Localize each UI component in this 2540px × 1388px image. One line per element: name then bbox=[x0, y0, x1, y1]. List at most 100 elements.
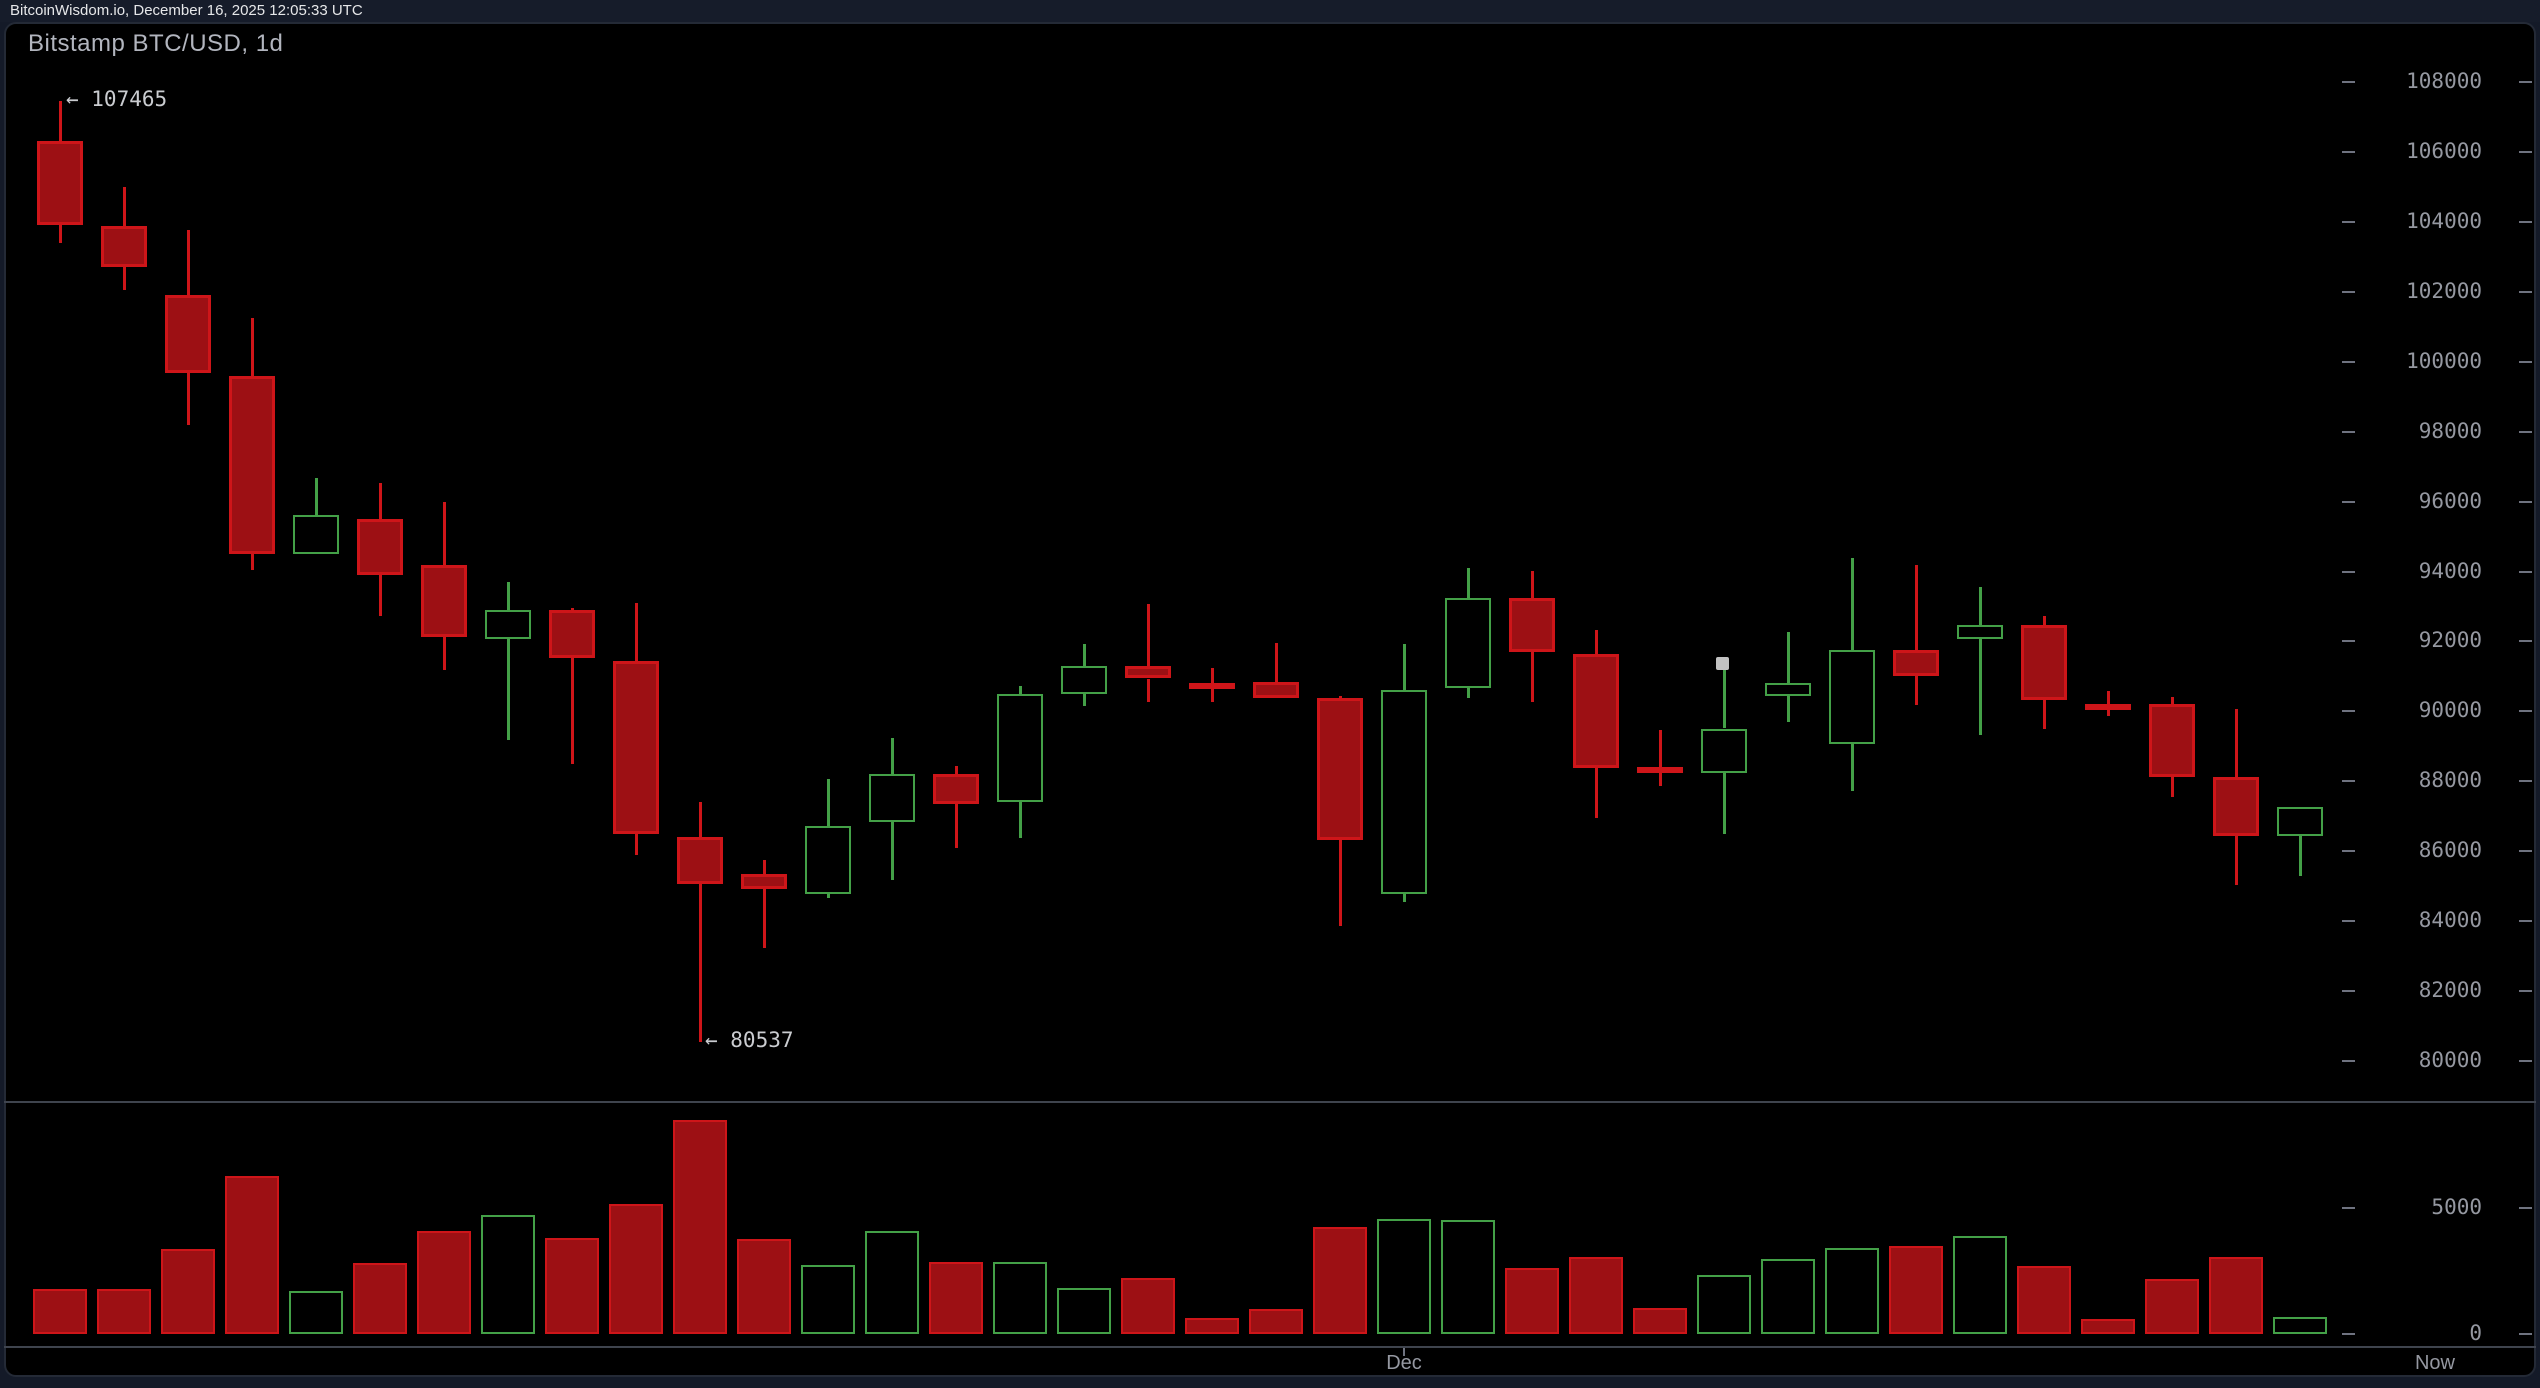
candle-body-bearish bbox=[1637, 767, 1683, 774]
candle-body-bearish bbox=[1509, 598, 1555, 653]
volume-bar-bearish bbox=[673, 1120, 727, 1334]
price-tick-label: 104000 bbox=[2406, 208, 2482, 233]
chart-title: Bitstamp BTC/USD, 1d bbox=[28, 30, 284, 57]
price-tick-label: 92000 bbox=[2418, 628, 2482, 653]
candle-lower-wick bbox=[890, 822, 894, 881]
candle-lower-wick bbox=[1530, 652, 1534, 703]
candle-lower-wick bbox=[1466, 688, 1470, 699]
price-tick-dash-right bbox=[2519, 1060, 2532, 1062]
candle-lower-wick bbox=[1978, 639, 1982, 735]
candle-upper-wick bbox=[954, 766, 958, 775]
candle-body-bearish bbox=[2021, 625, 2067, 700]
price-tick-dash-right bbox=[2519, 360, 2532, 363]
candle-lower-wick bbox=[378, 575, 382, 617]
price-tick-dash-right bbox=[2519, 640, 2532, 643]
volume-bar-bearish bbox=[545, 1238, 599, 1334]
volume-tick-dash-right bbox=[2519, 1333, 2532, 1335]
candle-upper-wick bbox=[442, 502, 446, 566]
candle-body-bearish bbox=[421, 565, 467, 638]
candle-upper-wick bbox=[1658, 730, 1662, 768]
candle-lower-wick bbox=[634, 834, 638, 856]
candle-upper-wick bbox=[250, 318, 254, 376]
volume-bar-bullish bbox=[1057, 1288, 1111, 1334]
candle-lower-wick bbox=[2234, 835, 2238, 885]
volume-bar-bearish bbox=[1313, 1227, 1367, 1334]
candle-body-bullish bbox=[1765, 683, 1811, 697]
price-tick-dash-left bbox=[2342, 990, 2355, 993]
candle-lower-wick bbox=[1786, 696, 1790, 723]
candle-upper-wick bbox=[2106, 691, 2110, 705]
candle-body-bearish bbox=[1125, 666, 1171, 679]
candle-lower-wick bbox=[186, 373, 190, 426]
candle-lower-wick bbox=[1594, 768, 1598, 819]
candle-body-bearish bbox=[165, 295, 211, 374]
candle-body-bearish bbox=[101, 226, 147, 268]
candle-upper-wick bbox=[1274, 642, 1278, 683]
candle-upper-wick bbox=[2042, 615, 2046, 625]
volume-bar-bearish bbox=[2145, 1279, 2199, 1334]
candle-upper-wick bbox=[186, 230, 190, 296]
candle-body-bearish bbox=[1573, 654, 1619, 769]
candle-body-bearish bbox=[229, 375, 275, 554]
price-tick-label: 84000 bbox=[2418, 908, 2482, 933]
price-tick-dash-left bbox=[2342, 780, 2355, 783]
price-tick-label: 100000 bbox=[2406, 348, 2482, 373]
price-tick-label: 90000 bbox=[2418, 698, 2482, 723]
volume-bar-bullish bbox=[1953, 1236, 2007, 1334]
candle-body-bullish bbox=[293, 515, 339, 555]
candle-upper-wick bbox=[122, 186, 126, 227]
volume-bar-bullish bbox=[289, 1291, 343, 1334]
candle-lower-wick bbox=[2298, 835, 2302, 876]
candle-upper-wick bbox=[1914, 564, 1918, 651]
price-tick-dash-right bbox=[2519, 500, 2532, 503]
volume-bar-bearish bbox=[353, 1262, 407, 1334]
volume-bar-bearish bbox=[33, 1289, 87, 1334]
price-tick-dash-left bbox=[2342, 430, 2355, 433]
price-tick-dash-left bbox=[2342, 150, 2355, 153]
candle-lower-wick bbox=[1402, 894, 1406, 903]
candle-lower-wick bbox=[2042, 699, 2046, 730]
candle-upper-wick bbox=[1018, 686, 1022, 695]
price-tick-dash-left bbox=[2342, 1060, 2355, 1062]
volume-tick-dash-right bbox=[2519, 1207, 2532, 1209]
volume-bar-bullish bbox=[1441, 1220, 1495, 1334]
candle-upper-wick bbox=[58, 100, 62, 142]
chart-panel[interactable] bbox=[4, 22, 2536, 1377]
volume-bar-bearish bbox=[1889, 1246, 1943, 1334]
candle-lower-wick bbox=[954, 804, 958, 849]
price-tick-dash-left bbox=[2342, 81, 2355, 83]
info-bar: BitcoinWisdom.io, December 16, 2025 12:0… bbox=[0, 0, 2540, 22]
candle-body-bullish bbox=[1829, 650, 1875, 745]
price-tick-dash-left bbox=[2342, 220, 2355, 223]
volume-bar-bullish bbox=[801, 1265, 855, 1334]
candle-lower-wick bbox=[1338, 840, 1342, 927]
volume-bar-bearish bbox=[929, 1262, 983, 1334]
price-tick-dash-left bbox=[2342, 360, 2355, 363]
price-tick-dash-right bbox=[2519, 290, 2532, 293]
candle-body-bearish bbox=[1317, 698, 1363, 841]
dec-tick-mark bbox=[1403, 1347, 1405, 1356]
price-tick-dash-right bbox=[2519, 81, 2532, 83]
candle-body-bullish bbox=[1445, 598, 1491, 689]
candle-lower-wick bbox=[1146, 678, 1150, 703]
volume-tick-label: 0 bbox=[2469, 1321, 2482, 1345]
candle-upper-wick bbox=[634, 603, 638, 662]
candle-body-bullish bbox=[869, 774, 915, 823]
candle-body-bullish bbox=[1381, 690, 1427, 895]
pane-divider bbox=[4, 1101, 2536, 1103]
mouse-cursor-marker bbox=[1716, 657, 1729, 670]
volume-bar-bearish bbox=[1185, 1318, 1239, 1334]
candle-body-bullish bbox=[1701, 728, 1747, 773]
candle-body-bullish bbox=[2277, 806, 2323, 836]
volume-bar-bearish bbox=[2209, 1256, 2263, 1334]
volume-tick-label: 5000 bbox=[2431, 1195, 2482, 1219]
volume-bar-bullish bbox=[481, 1215, 535, 1334]
high-price-annotation: ← 107465 bbox=[66, 86, 168, 111]
candle-body-bearish bbox=[613, 661, 659, 835]
volume-bar-bearish bbox=[1569, 1256, 1623, 1334]
volume-bar-bearish bbox=[2081, 1319, 2135, 1334]
volume-bar-bullish bbox=[1377, 1219, 1431, 1334]
candle-upper-wick bbox=[1466, 568, 1470, 599]
price-tick-label: 94000 bbox=[2418, 558, 2482, 583]
